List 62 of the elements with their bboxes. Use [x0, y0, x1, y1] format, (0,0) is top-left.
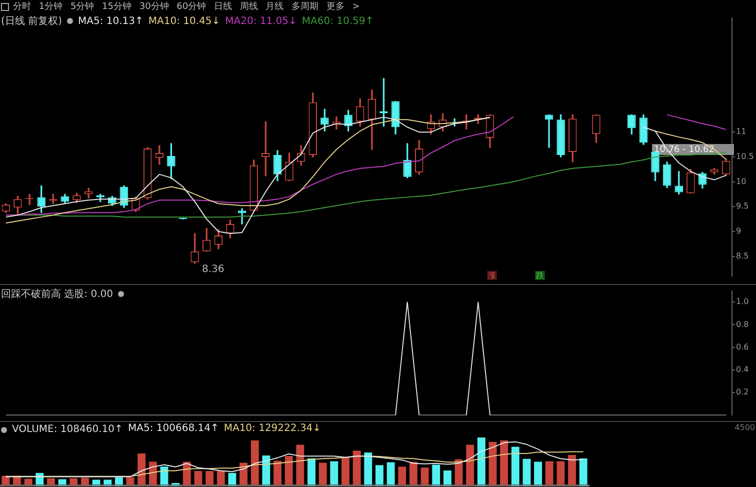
- y-tick-label: 10: [736, 176, 746, 186]
- bar: [500, 440, 508, 486]
- candlestick: [238, 208, 246, 224]
- bar: [274, 460, 282, 486]
- bar: [398, 466, 406, 486]
- bar: [318, 462, 327, 486]
- y-tick-label: 0.8: [736, 320, 749, 329]
- bar: [568, 454, 576, 486]
- bar: [47, 478, 55, 486]
- bar: [386, 462, 395, 486]
- chart-title: (日线 前复权): [1, 14, 62, 28]
- text: 4500: [734, 423, 756, 432]
- y-tick-label: 10.5: [736, 152, 754, 162]
- bar: [70, 478, 78, 486]
- bar: [228, 472, 236, 486]
- annotation: 涨: [487, 271, 497, 280]
- y-tick-label: 0.4: [736, 365, 749, 374]
- bar: [296, 444, 304, 486]
- bar: [284, 456, 293, 486]
- bar: [206, 470, 214, 486]
- bar: [522, 458, 531, 486]
- annotation: 跌: [535, 271, 545, 280]
- text: MA10: 10.45↓: [148, 16, 220, 26]
- annotation: 8.36: [201, 264, 226, 276]
- bar: [556, 461, 565, 486]
- y-tick-label: 0.6: [736, 342, 749, 352]
- bar: [24, 478, 32, 486]
- text: MA5: 10.13↑: [78, 16, 144, 26]
- bar: [250, 440, 259, 486]
- bar: [432, 464, 440, 486]
- chart-title: 回踩不破前高 选股: 0.00: [1, 288, 113, 301]
- text: MA5: 100668.14↑: [128, 423, 219, 434]
- bar: [308, 458, 316, 486]
- bar: [262, 455, 270, 486]
- y-tick-label: 0.2: [736, 388, 749, 397]
- text: MA60: 10.59↑: [302, 16, 374, 26]
- y-tick-label: 1.0: [736, 297, 749, 306]
- bar: [477, 438, 486, 486]
- y-tick-label: 9: [736, 226, 742, 236]
- bar: [534, 462, 542, 486]
- text: MA10: 129222.34↓: [224, 423, 322, 434]
- bar: [352, 450, 361, 486]
- text: VOLUME: 108460.10↑: [12, 424, 123, 435]
- bar: [342, 456, 350, 486]
- chart-subtitle: 分时 1分钟 5分钟 15分钟 30分钟 60分钟 日线 周线 月线 多周期 更多 >: [13, 0, 360, 13]
- text: MA20: 11.05↓: [225, 16, 297, 26]
- bar: [545, 461, 554, 486]
- y-tick-label: 11: [736, 127, 746, 136]
- bar: [579, 458, 588, 486]
- bar: [216, 470, 225, 486]
- bar: [409, 462, 418, 486]
- bar: [511, 446, 520, 486]
- bar: [443, 470, 452, 486]
- bar: [466, 444, 474, 486]
- bar: [138, 454, 146, 486]
- bar: [420, 468, 429, 486]
- bar: [330, 461, 338, 486]
- candlestick: [544, 114, 554, 148]
- bar: [364, 452, 372, 486]
- y-tick-label: 8.5: [736, 251, 749, 260]
- bar: [375, 465, 384, 486]
- y-tick-label: 9.5: [736, 202, 749, 211]
